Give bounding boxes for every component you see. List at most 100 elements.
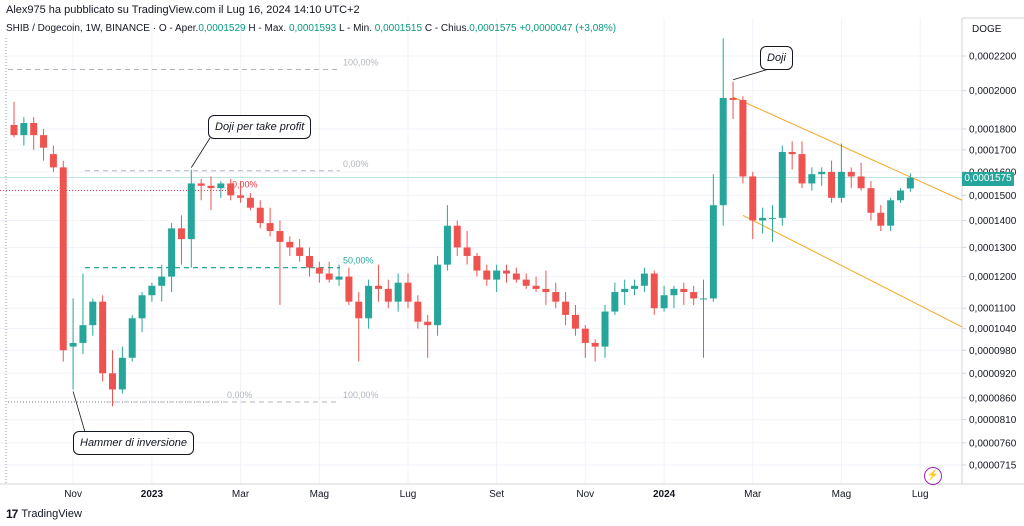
annotation-doji-take-profit[interactable]: Doji per take profit <box>208 115 312 139</box>
candle-body <box>631 285 639 289</box>
low-label: L - Min. <box>339 23 372 34</box>
annotation-doji[interactable]: Doji <box>760 46 793 70</box>
candle-body <box>335 276 343 280</box>
fibonacci-label: 50,00% <box>343 256 374 266</box>
candle-body <box>906 177 914 189</box>
fibonacci-label: 0,00% <box>343 159 369 169</box>
candle-body <box>818 171 826 175</box>
candle-body <box>739 99 747 177</box>
candle-body <box>266 223 274 232</box>
candle-body <box>286 241 294 248</box>
candle-body <box>650 273 658 309</box>
x-tick-label: Mar <box>744 489 762 500</box>
candle-body <box>394 282 402 302</box>
y-tick-label: 0,0001300 <box>969 243 1017 254</box>
candle-body <box>30 123 38 136</box>
candle-body <box>719 98 727 206</box>
candle-body <box>877 212 885 226</box>
candle-body <box>59 167 67 351</box>
footer-brand[interactable]: 17 TradingView <box>6 507 82 521</box>
x-tick-label: 2023 <box>141 489 164 500</box>
close-label: C - Chius. <box>424 23 470 34</box>
candle-body <box>887 200 895 226</box>
y-tick-label: 0,0000760 <box>969 438 1017 449</box>
y-tick-label: 0,0001040 <box>969 324 1017 335</box>
candle-body <box>89 301 97 326</box>
candle-body <box>99 301 107 374</box>
close-value: 0,0001575 <box>469 23 517 34</box>
candle-body <box>138 295 146 319</box>
candle-body <box>148 285 156 296</box>
x-tick-label: Mag <box>832 489 851 500</box>
y-tick-label: 0,0001700 <box>969 145 1017 156</box>
y-tick-label: 0,0002000 <box>969 86 1017 97</box>
candle-body <box>700 298 707 300</box>
candle-body <box>601 311 609 347</box>
annotation-pointer <box>190 137 211 168</box>
symbol-name: SHIB / Dogecoin, 1W, BINANCE <box>6 23 150 34</box>
y-tick-label: 0,0000810 <box>969 415 1017 426</box>
candle-body <box>532 285 540 289</box>
symbol-legend: SHIB / Dogecoin, 1W, BINANCE · O - Aper.… <box>6 23 617 34</box>
candle-body <box>325 273 333 280</box>
publisher-info: Alex975 ha pubblicato su TradingView.com… <box>6 4 360 16</box>
candle-body <box>158 276 166 286</box>
x-tick-label: Nov <box>64 489 82 500</box>
candle-body <box>315 267 323 274</box>
fibonacci-label: 0,00% <box>227 390 253 400</box>
candle-body <box>581 328 589 343</box>
candle-body <box>571 314 579 329</box>
candle-body <box>453 225 461 248</box>
candle-body <box>808 174 816 184</box>
annotation-hammer[interactable]: Hammer di inversione <box>73 431 194 455</box>
candle-body <box>109 373 116 390</box>
candle-body <box>355 301 363 319</box>
candle-body <box>837 171 845 198</box>
candle-body <box>473 255 481 271</box>
candle-body <box>680 288 688 293</box>
candle-body <box>256 207 264 224</box>
candle-body <box>867 188 875 213</box>
candle-body <box>128 318 136 358</box>
x-tick-label: Mag <box>310 489 329 500</box>
low-value: 0,0001515 <box>374 23 423 34</box>
level-label: 0,00% <box>232 180 258 190</box>
candle-body <box>897 190 904 201</box>
fibonacci-label: 100,00% <box>343 57 379 67</box>
candle-body <box>690 292 698 299</box>
candle-body <box>483 270 491 280</box>
annotation-pointer <box>732 68 770 81</box>
candle-body <box>621 288 629 293</box>
y-tick-label: 0,0001500 <box>969 191 1017 202</box>
y-tick-label: 0,0000860 <box>969 393 1017 404</box>
candle-body <box>709 205 717 299</box>
candle-body <box>591 342 599 347</box>
candle-body <box>798 154 806 184</box>
candle-body <box>768 217 776 219</box>
candle-body <box>276 231 284 242</box>
candle-body <box>640 273 648 286</box>
candle-body <box>20 123 28 136</box>
lightning-icon[interactable]: ⚡ <box>924 467 942 485</box>
candle-body <box>296 247 304 256</box>
fibonacci-label: 100,00% <box>343 390 379 400</box>
candle-body <box>207 185 215 189</box>
candle-body <box>69 342 77 347</box>
candle-body <box>414 301 422 322</box>
candle-body <box>345 276 353 302</box>
candle-body <box>118 357 126 390</box>
high-label: H - Max. <box>248 23 287 34</box>
candle-body <box>237 195 245 198</box>
candle-body <box>522 279 530 286</box>
candle-body <box>611 292 619 312</box>
candle-body <box>778 151 786 218</box>
candle-body <box>365 285 373 319</box>
candle-body <box>847 171 855 177</box>
y-tick-label: 0,0001400 <box>969 216 1017 227</box>
candle-body <box>660 295 668 309</box>
y-tick-label: 0,0000920 <box>969 369 1017 380</box>
trendline-upper <box>732 96 963 201</box>
candle-body <box>79 325 87 343</box>
candle-body <box>857 176 865 189</box>
